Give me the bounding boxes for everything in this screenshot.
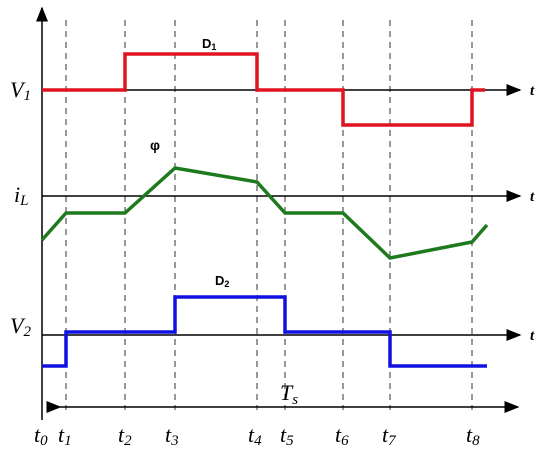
axis-t: t — [530, 83, 535, 99]
time-label: t3 — [165, 422, 179, 449]
time-label: t0 — [34, 422, 48, 449]
time-main: t — [58, 422, 65, 447]
time-sub: 8 — [472, 433, 480, 449]
time-main: t — [34, 422, 41, 447]
time-label: t6 — [335, 422, 349, 449]
time-main: t — [118, 422, 125, 447]
time-label: t1 — [58, 422, 72, 449]
il-label: iL — [14, 182, 28, 209]
time-label: t8 — [466, 422, 480, 449]
time-sub: 5 — [286, 433, 294, 449]
d2-label: D2 — [215, 273, 229, 289]
v1-waveform — [42, 52, 485, 127]
dashed-guides — [65, 20, 473, 410]
time-main: t — [280, 422, 287, 447]
time-sub: 4 — [254, 433, 262, 449]
d1-label: D1 — [202, 36, 216, 52]
time-sub: 2 — [124, 433, 132, 449]
axis-t: t — [530, 328, 535, 344]
time-main: t — [466, 422, 473, 447]
ts-label: Ts — [280, 380, 298, 408]
time-main: t — [248, 422, 255, 447]
time-main: t — [335, 422, 342, 447]
v1-label: V1 — [10, 77, 31, 104]
time-labels: t0 t1 t2 t3 t4 t5 t6 t7 t8 — [34, 422, 480, 449]
v2-waveform — [42, 295, 487, 368]
time-sub: 7 — [388, 433, 397, 449]
time-main: t — [165, 422, 172, 447]
time-main: t — [382, 422, 389, 447]
phi-label: φ — [150, 137, 160, 153]
time-label: t5 — [280, 422, 294, 449]
time-sub: 3 — [170, 433, 179, 449]
v2-label: V2 — [10, 313, 31, 340]
time-sub: 0 — [40, 433, 48, 449]
time-label: t4 — [248, 422, 262, 449]
axis-t: t — [530, 189, 535, 205]
time-sub: 1 — [64, 433, 72, 449]
il-waveform — [40, 166, 489, 260]
time-sub: 6 — [341, 433, 349, 449]
time-label: t7 — [382, 422, 397, 449]
time-label: t2 — [118, 422, 132, 449]
